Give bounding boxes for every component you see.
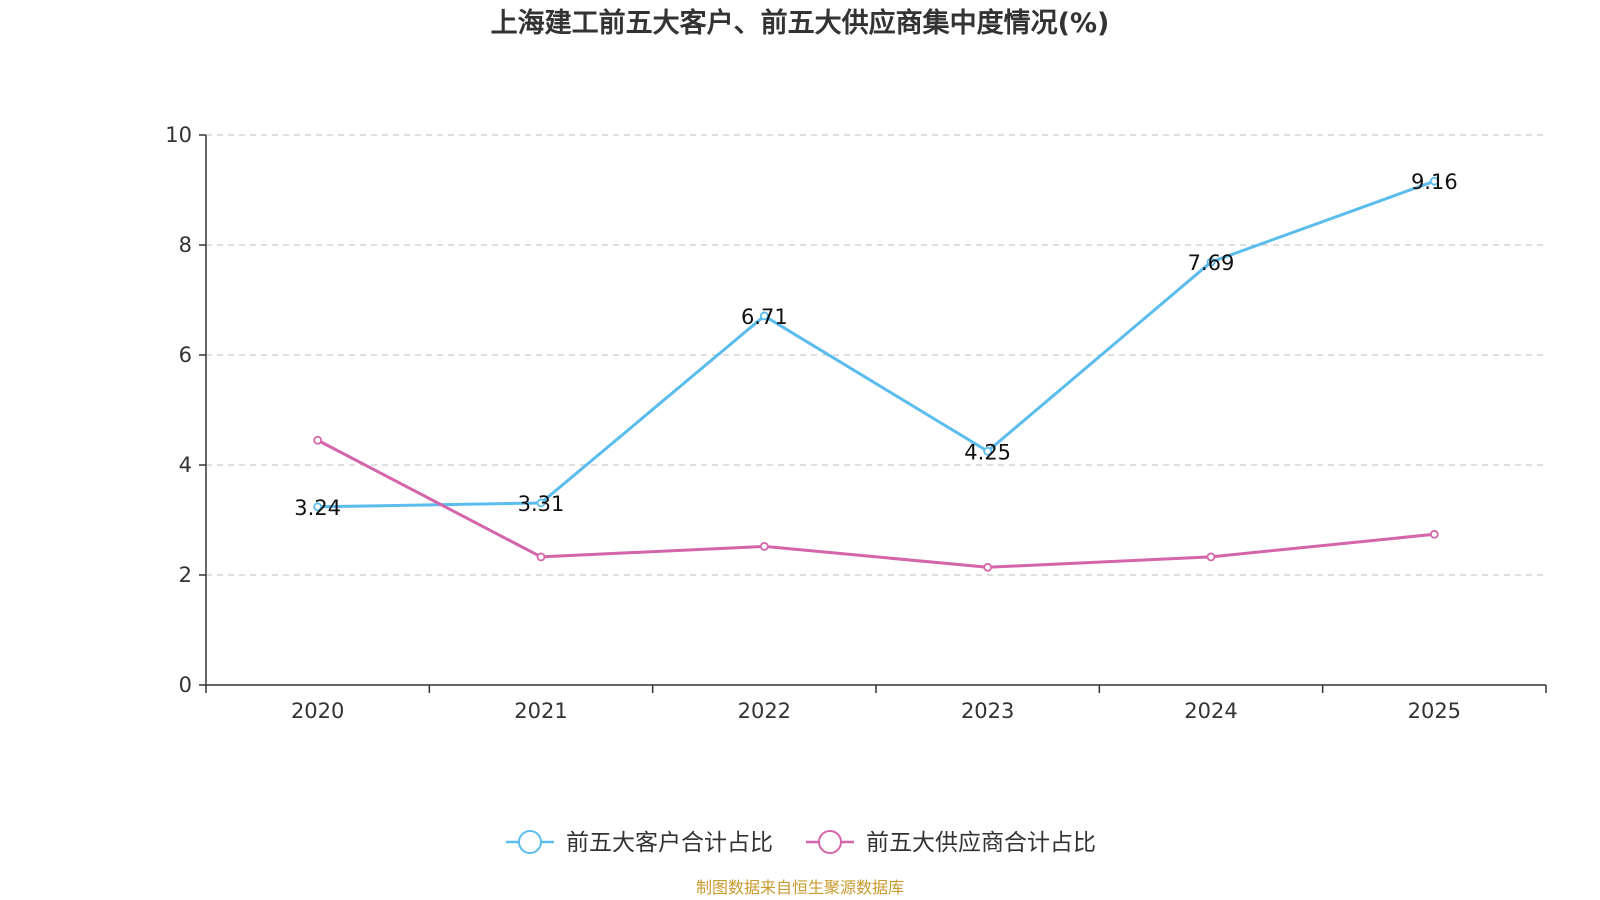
legend-label-1: 前五大供应商合计占比 [866, 830, 1096, 856]
series-0-point-2021[interactable] [536, 498, 546, 508]
series-0-point-2022[interactable] [759, 311, 769, 321]
legend-item-0[interactable]: 前五大客户合计占比 [506, 830, 773, 856]
data-label-2023: 4.25 [964, 440, 1011, 464]
series-line-0 [317, 179, 1435, 509]
data-label-2022: 6.71 [741, 305, 788, 329]
x-tick-label-2024: 2024 [1184, 699, 1237, 723]
series-1-point-2025[interactable] [1429, 529, 1439, 539]
legend-label-0: 前五大客户合计占比 [566, 830, 773, 856]
source-note: 制图数据来自恒生聚源数据库 [696, 878, 904, 897]
y-tick-label-10: 10 [165, 123, 192, 147]
series-0-point-2020[interactable] [313, 502, 323, 512]
data-label-2024: 7.69 [1188, 251, 1235, 275]
y-tick-label-8: 8 [179, 233, 192, 257]
series-1-point-2024[interactable] [1206, 552, 1216, 562]
series-line-1 [316, 438, 1435, 569]
x-tick-label-2023: 2023 [961, 699, 1014, 723]
data-labels: 3.24 3.31 6.71 4.25 7.69 9.16 [294, 170, 1457, 520]
series-1-point-2021[interactable] [536, 552, 546, 562]
series-lines [313, 176, 1439, 572]
legend-marker-icon-1 [818, 830, 842, 854]
series-0-point-2023[interactable] [983, 446, 993, 456]
series-1-point-2020[interactable] [313, 435, 323, 445]
y-tick-label-0: 0 [179, 673, 192, 697]
y-tick-label-2: 2 [179, 563, 192, 587]
series-1-point-2023[interactable] [983, 562, 993, 572]
legend-item-1[interactable]: 前五大供应商合计占比 [806, 830, 1096, 856]
gridlines [206, 134, 1546, 576]
x-tick-label-2025: 2025 [1408, 699, 1461, 723]
axes: 0 2 4 6 8 10 2020 2021 2022 2023 2024 2025 [165, 123, 1547, 723]
series-0-point-2025[interactable] [1429, 176, 1439, 186]
data-label-2021: 3.31 [518, 492, 565, 516]
y-tick-label-6: 6 [179, 343, 192, 367]
x-tick-label-2022: 2022 [738, 699, 791, 723]
legend-marker-icon-0 [518, 830, 542, 854]
series-0-point-2024[interactable] [1206, 257, 1216, 267]
x-tick-label-2021: 2021 [514, 699, 567, 723]
y-tick-label-4: 4 [179, 453, 192, 477]
series-1-point-2022[interactable] [759, 542, 769, 551]
x-tick-label-2020: 2020 [291, 699, 344, 723]
legend[interactable]: 前五大客户合计占比 前五大供应商合计占比 [506, 830, 1096, 856]
data-label-2020: 3.24 [294, 496, 341, 520]
chart-title: 上海建工前五大客户、前五大供应商集中度情况(%) [491, 7, 1110, 39]
data-label-2025: 9.16 [1411, 170, 1458, 194]
